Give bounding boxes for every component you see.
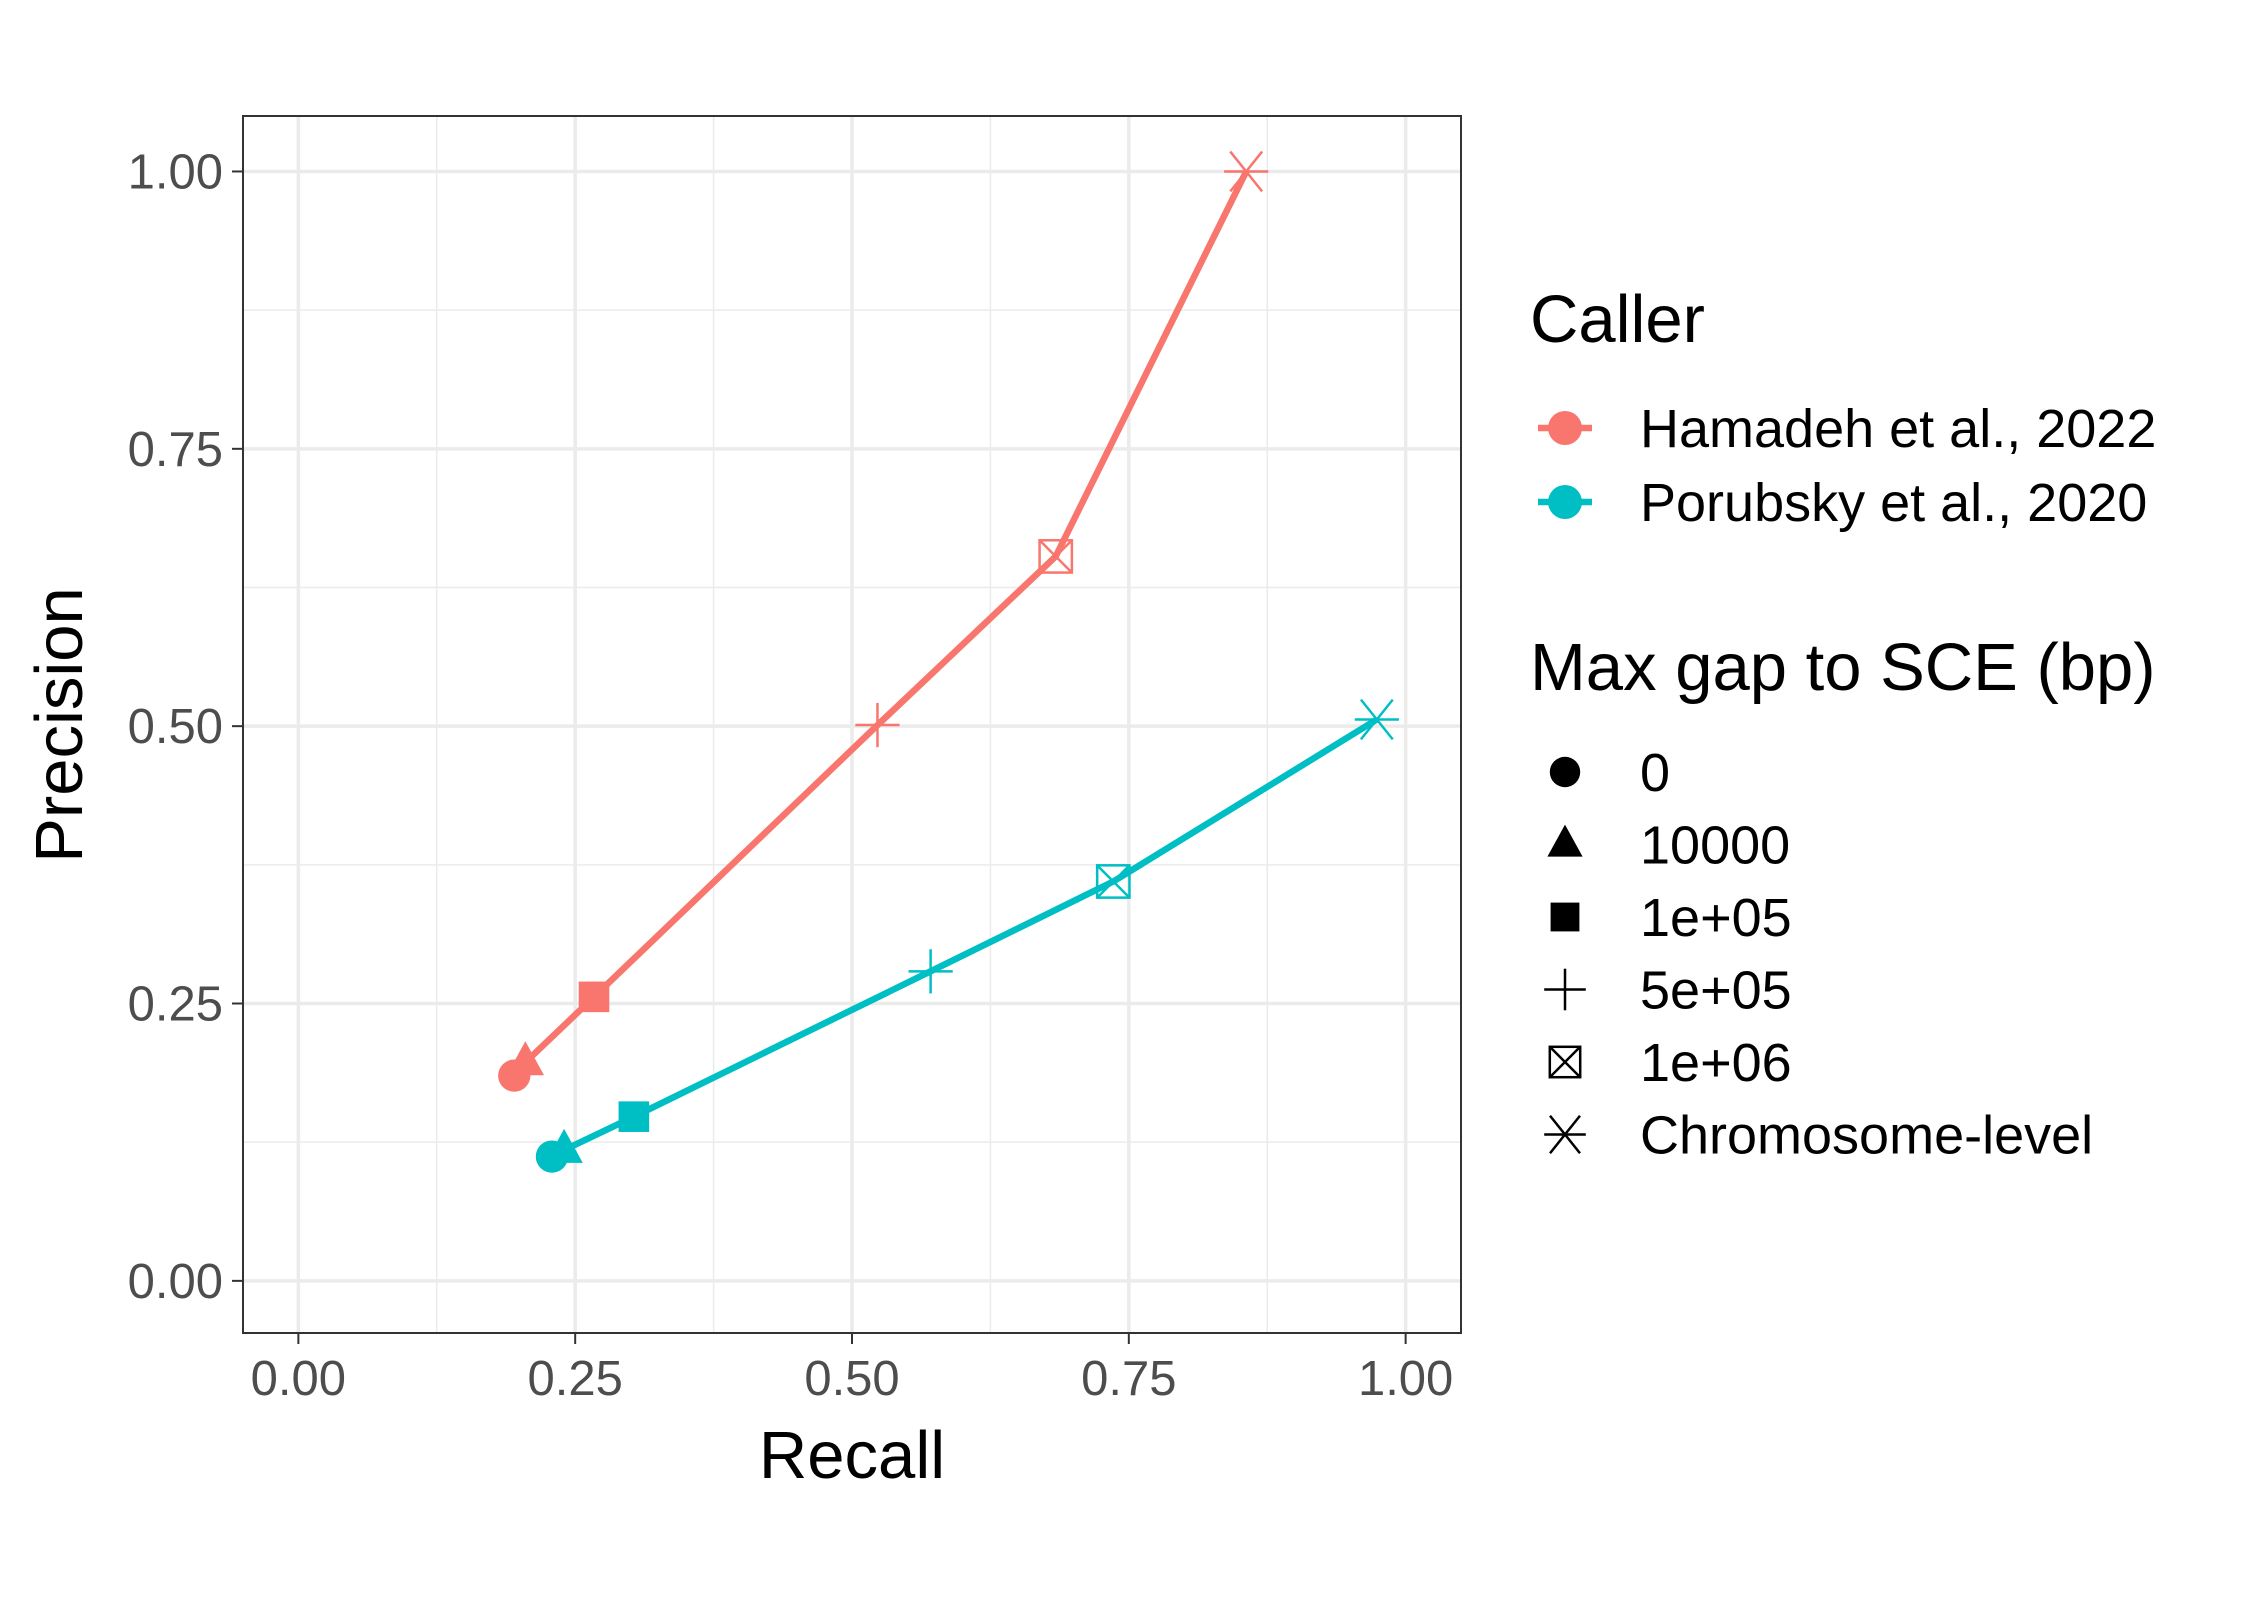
legend-color-item: Porubsky et al., 2020 [1538,473,2147,533]
legend-shape-key [1544,1114,1586,1155]
legend-shape-label: Chromosome-level [1640,1106,2093,1166]
y-tick-label: 0.00 [128,1255,223,1309]
legend-shape-key [1547,824,1583,857]
legend-color-label: Porubsky et al., 2020 [1640,473,2147,533]
legend-shape-key [1550,902,1580,932]
y-tick-label: 1.00 [128,145,223,199]
data-point [1354,698,1399,741]
legend-shape-key [1544,968,1586,1011]
y-axis-title: Precision [22,587,97,863]
data-point [1095,864,1131,899]
legend-shape-label: 1e+06 [1640,1033,1792,1093]
x-tick-label: 0.50 [804,1352,899,1406]
x-tick-label: 0.75 [1081,1352,1176,1406]
legend-shape-item: Chromosome-level [1544,1106,2093,1166]
data-point [908,949,953,994]
data-point [545,1128,583,1163]
legend: Caller Hamadeh et al., 2022 Porubsky et a… [1530,282,2156,1166]
legend-shape-item: 5e+05 [1544,961,1792,1021]
x-tick-label: 1.00 [1358,1352,1453,1406]
y-tick-label: 0.75 [128,423,223,477]
grid-lines [243,116,1461,1333]
data-point [1224,150,1269,193]
x-tick-label: 0.25 [527,1352,622,1406]
legend-shape-item: 1e+06 [1548,1033,1792,1093]
y-tick-label: 0.25 [128,978,223,1032]
y-axis-ticks: 0.00 0.25 0.50 0.75 1.00 [128,145,243,1309]
legend-color-items: Hamadeh et al., 2022 Porubsky et al., 202… [1538,399,2156,533]
legend-shape-item: 1e+05 [1550,888,1792,948]
legend-shape-label: 0 [1640,743,1670,803]
data-point [506,1041,545,1076]
y-tick-label: 0.50 [128,700,223,754]
legend-shape-items: 0 10000 1e+05 5e+05 1e+06 Chromosome-level [1544,743,2093,1166]
legend-shape-item: 10000 [1547,816,1790,876]
legend-shape-label: 10000 [1640,816,1790,876]
data-point [855,702,900,748]
x-axis-ticks: 0.00 0.25 0.50 0.75 1.00 [251,1333,1453,1406]
legend-color-title: Caller [1530,282,1705,357]
data-point [578,981,610,1013]
legend-shape-key [1548,1045,1582,1079]
data-point [1038,539,1074,574]
legend-color-key-point [1548,485,1582,519]
data-point [618,1101,650,1132]
x-tick-label: 0.00 [251,1352,346,1406]
legend-color-key-point [1548,411,1582,445]
legend-shape-label: 1e+05 [1640,888,1792,948]
data-points [498,150,1399,1173]
legend-shape-label: 5e+05 [1640,961,1792,1021]
legend-color-label: Hamadeh et al., 2022 [1640,399,2156,459]
legend-shape-title: Max gap to SCE (bp) [1530,630,2156,705]
x-axis-title: Recall [759,1418,945,1493]
legend-shape-key [1549,756,1581,788]
legend-shape-item: 0 [1549,743,1670,803]
legend-color-item: Hamadeh et al., 2022 [1538,399,2156,459]
